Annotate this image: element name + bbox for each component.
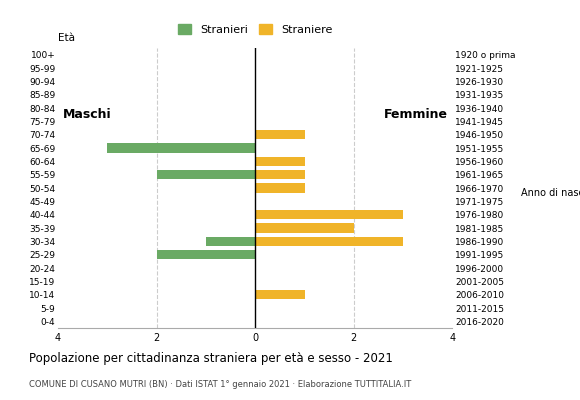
Bar [157, 170, 255, 179]
Bar [255, 290, 304, 299]
Bar [255, 210, 403, 219]
Bar [255, 170, 304, 179]
Bar [157, 250, 255, 259]
Text: COMUNE DI CUSANO MUTRI (BN) · Dati ISTAT 1° gennaio 2021 · Elaborazione TUTTITAL: COMUNE DI CUSANO MUTRI (BN) · Dati ISTAT… [29, 380, 411, 389]
Bar [107, 143, 255, 153]
Text: Femmine: Femmine [383, 108, 448, 121]
Bar [255, 157, 304, 166]
Text: Popolazione per cittadinanza straniera per età e sesso - 2021: Popolazione per cittadinanza straniera p… [29, 352, 393, 365]
Bar [255, 130, 304, 139]
Legend: Stranieri, Straniere: Stranieri, Straniere [173, 20, 337, 39]
Bar [255, 223, 354, 233]
Bar [206, 237, 255, 246]
Bar [255, 183, 304, 193]
Text: Maschi: Maschi [63, 108, 111, 121]
Y-axis label: Anno di nascita: Anno di nascita [521, 188, 580, 198]
Text: Età: Età [58, 33, 75, 43]
Bar [255, 237, 403, 246]
